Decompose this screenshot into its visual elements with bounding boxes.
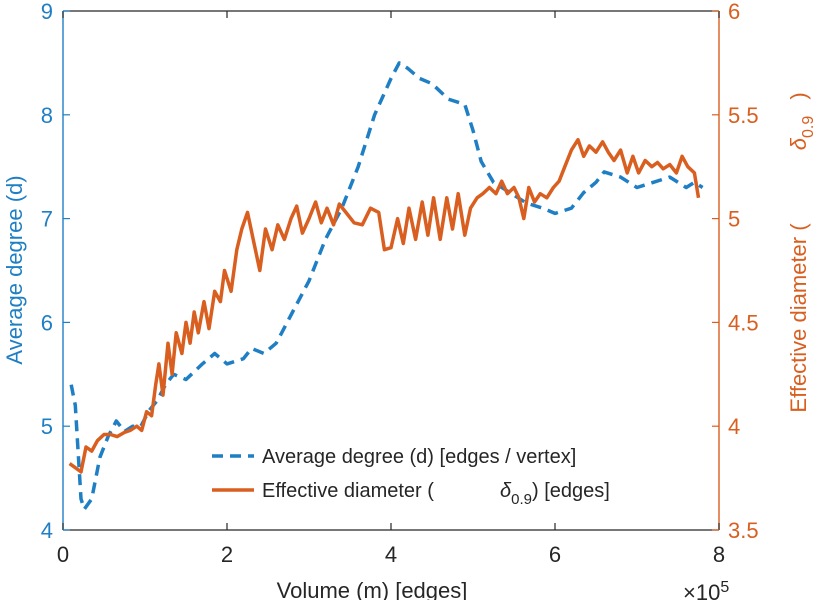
x-tick-label: 8: [713, 542, 725, 567]
x-tick-label: 2: [221, 542, 233, 567]
x-tick-label: 0: [57, 542, 69, 567]
series-layer: [68, 61, 704, 511]
left-y-tick-label: 9: [41, 0, 53, 24]
x-axis-label: Volume (m) [edges]: [277, 578, 468, 600]
right-y-tick-label: 3.5: [728, 518, 759, 543]
x-tick-label: 6: [549, 542, 561, 567]
right-y-tick-label: 4.5: [728, 310, 759, 335]
left-y-tick-label: 6: [41, 310, 53, 335]
legend-label-effective-diameter: Effective diameter ( δ0.9) [edges]: [262, 480, 610, 508]
left-y-tick-label: 4: [41, 518, 53, 543]
legend-subscript: 0.9: [511, 491, 532, 508]
right-y-subscript: 0.9: [800, 116, 817, 138]
legend-text-after: ) [edges]: [532, 480, 610, 502]
right-y-axis-label-close: ): [786, 92, 811, 99]
right-y-tick-label: 6: [728, 0, 740, 24]
right-y-axis-label-symbol: δ0.9: [786, 116, 817, 151]
legend-symbol: δ: [500, 480, 512, 502]
legend-text-before: Effective diameter (: [262, 480, 434, 502]
x-tick-label: 4: [385, 542, 397, 567]
x-axis-exponent: ×105: [683, 579, 729, 600]
left-y-tick-label: 8: [41, 103, 53, 128]
legend: Average degree (d) [edges / vertex] Effe…: [212, 446, 610, 508]
x-exponent-base: ×10: [683, 580, 720, 600]
right-y-axis-label-main: Effective diameter (: [786, 223, 811, 413]
right-y-symbol: δ: [786, 137, 811, 150]
left-y-axis-label: Average degree (d): [2, 175, 27, 364]
right-y-axis-label: Effective diameter ( δ0.9 ): [786, 92, 817, 412]
x-exponent-power: 5: [720, 579, 729, 596]
right-y-axis-ticks: 3.5 4 4.5 5 5.5 6: [712, 0, 759, 543]
left-y-tick-label: 7: [41, 207, 53, 232]
left-y-tick-label: 5: [41, 414, 53, 439]
x-axis-ticks: 0 2 4 6 8: [57, 11, 725, 567]
left-y-axis-ticks: 4 5 6 7 8 9: [41, 0, 70, 543]
average-degree-line: [69, 61, 704, 511]
right-y-tick-label: 4: [728, 414, 740, 439]
right-y-tick-label: 5: [728, 207, 740, 232]
right-y-tick-label: 5.5: [728, 103, 759, 128]
effective-diameter-line: [68, 137, 701, 474]
legend-label-average-degree: Average degree (d) [edges / vertex]: [262, 446, 576, 468]
